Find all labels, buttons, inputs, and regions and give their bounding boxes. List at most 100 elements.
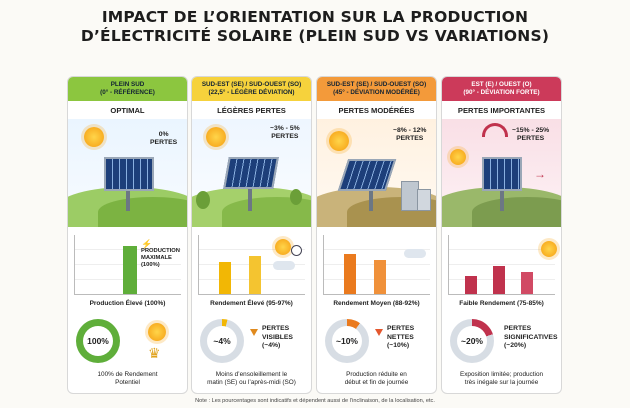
column-subtitle: LÉGÈRES PERTES bbox=[217, 106, 286, 115]
chart-bar bbox=[374, 260, 386, 294]
donut-value: ~20% bbox=[457, 326, 487, 356]
donut-label-line-3: (~10%) bbox=[387, 342, 410, 349]
column-footer: Moins d’ensoleillement le matin (SE) ou … bbox=[192, 371, 311, 387]
chart-note: ⚡ PRODUCTION MAXIMALE (100%) bbox=[141, 239, 180, 269]
production-chart bbox=[323, 235, 430, 295]
tree-icon bbox=[196, 191, 210, 209]
chart-bar bbox=[465, 276, 477, 294]
loss-label: ~3% - 5% PERTES bbox=[270, 125, 300, 141]
column-footer: 100% de Rendement Potentiel bbox=[68, 371, 187, 387]
column-header: EST (E) / OUEST (O) (90° - DÉVIATION FOR… bbox=[442, 77, 561, 101]
footer-line-1: Moins d’ensoleillement le bbox=[215, 371, 288, 378]
column-header: SUD-EST (SE) / SUD-OUEST (SO) (45° - DÉV… bbox=[317, 77, 436, 101]
loss-value: ~15% - 25% bbox=[512, 127, 550, 134]
donut-gauge: ~4% bbox=[200, 319, 244, 363]
footer-line-1: Exposition limitée; production bbox=[459, 371, 544, 378]
scene-illustration: ~8% - 12% PERTES bbox=[317, 119, 436, 227]
chart-bar bbox=[249, 256, 261, 294]
donut-row: ~10% PERTES NETTES (~10%) bbox=[317, 317, 436, 371]
chart-bar bbox=[493, 266, 505, 294]
tree-icon bbox=[290, 189, 302, 205]
loss-text: PERTES bbox=[150, 139, 178, 146]
clock-icon bbox=[291, 245, 302, 256]
loss-text: PERTES bbox=[396, 135, 424, 142]
crown-icon: ♛ bbox=[148, 345, 161, 361]
column-subtitle: PERTES IMPORTANTES bbox=[457, 106, 546, 115]
production-chart bbox=[448, 235, 557, 295]
loss-value: 0% bbox=[158, 131, 169, 138]
chart-bar bbox=[219, 262, 231, 294]
donut-gauge: ~10% bbox=[325, 319, 369, 363]
column-subtitle: OPTIMAL bbox=[110, 106, 145, 115]
column-sud-est-22: SUD-EST (SE) / SUD-OUEST (SO) (22,5° - L… bbox=[191, 76, 312, 394]
chart-caption: Rendement Élevé (95-97%) bbox=[210, 300, 293, 307]
column-plein-sud: PLEIN SUD (0° - RÉFÉRENCE) OPTIMAL 0% PE… bbox=[67, 76, 188, 394]
loss-text: PERTES bbox=[517, 135, 545, 142]
donut-gauge: 100% bbox=[76, 319, 120, 363]
production-chart bbox=[198, 235, 305, 295]
donut-label-line-3: (~4%) bbox=[262, 342, 281, 349]
column-footer: Exposition limitée; production très inég… bbox=[442, 371, 561, 387]
solar-panel-icon bbox=[482, 157, 522, 191]
sun-icon bbox=[206, 127, 226, 147]
sun-icon bbox=[329, 131, 349, 151]
column-sud-est-45: SUD-EST (SE) / SUD-OUEST (SO) (45° - DÉV… bbox=[316, 76, 437, 394]
arrow-right-icon: → bbox=[534, 167, 546, 181]
column-footer: Production réduite en début et fin de jo… bbox=[317, 371, 436, 387]
chart-bar bbox=[521, 272, 533, 294]
column-header: SUD-EST (SE) / SUD-OUEST (SO) (22,5° - L… bbox=[192, 77, 311, 101]
cloud-icon bbox=[273, 261, 295, 270]
sun-icon bbox=[450, 149, 466, 165]
donut-value: ~4% bbox=[207, 326, 237, 356]
gauge-icon bbox=[482, 123, 508, 137]
chart-caption: Production Élevé (100%) bbox=[89, 300, 166, 307]
loss-label: 0% PERTES bbox=[150, 131, 177, 147]
footer-line-1: 100% de Rendement bbox=[97, 371, 158, 378]
donut-label-line-1: PERTES bbox=[387, 325, 415, 332]
chart-bar bbox=[123, 246, 137, 294]
donut-label: PERTES NETTES (~10%) bbox=[387, 325, 414, 351]
donut-label: PERTES VISIBLES (~4%) bbox=[262, 325, 293, 351]
sun-icon bbox=[148, 323, 166, 341]
building-icon bbox=[417, 189, 431, 211]
sun-icon bbox=[84, 127, 104, 147]
lightning-icon: ⚡ bbox=[141, 239, 153, 249]
column-header: PLEIN SUD (0° - RÉFÉRENCE) bbox=[68, 77, 187, 101]
arrow-down-icon bbox=[375, 329, 383, 336]
loss-text: PERTES bbox=[271, 133, 299, 140]
footer-line-2: très inégale sur la journée bbox=[464, 379, 539, 386]
donut-value: ~10% bbox=[332, 326, 362, 356]
donut-label-line-2: SIGNIFICATIVES bbox=[504, 333, 558, 341]
chart-note-line-2: MAXIMALE bbox=[141, 255, 172, 261]
hill-shape bbox=[472, 197, 561, 227]
scene-illustration: ~3% - 5% PERTES bbox=[192, 119, 311, 227]
footer-line-1: Production réduite en bbox=[346, 371, 407, 378]
donut-label: PERTES SIGNIFICATIVES (~20%) bbox=[504, 325, 558, 351]
column-header-line-1: SUD-EST (SE) / SUD-OUEST (SO) bbox=[201, 81, 302, 88]
column-header-line-1: EST (E) / OUEST (O) bbox=[471, 81, 532, 88]
panel-post bbox=[500, 189, 504, 211]
sun-icon bbox=[275, 239, 291, 255]
column-header-line-2: (0° - RÉFÉRENCE) bbox=[100, 89, 155, 96]
donut-gauge: ~20% bbox=[450, 319, 494, 363]
column-header-line-1: PLEIN SUD bbox=[110, 81, 145, 88]
column-header-line-1: SUD-EST (SE) / SUD-OUEST (SO) bbox=[326, 81, 427, 88]
panel-post bbox=[369, 191, 373, 211]
solar-panel-icon bbox=[223, 157, 279, 189]
panel-post bbox=[248, 189, 252, 211]
scene-illustration: 0% PERTES bbox=[68, 119, 187, 227]
column-header-line-2: (90° - DÉVIATION FORTE) bbox=[463, 89, 540, 96]
page-title: IMPACT DE L’ORIENTATION SUR LA PRODUCTIO… bbox=[0, 8, 630, 46]
hill-shape bbox=[98, 197, 187, 227]
donut-label-line-2: NETTES bbox=[387, 333, 414, 341]
donut-label-line-1: PERTES bbox=[504, 325, 532, 332]
column-est-ouest: EST (E) / OUEST (O) (90° - DÉVIATION FOR… bbox=[441, 76, 562, 394]
donut-row: ~4% PERTES VISIBLES (~4%) bbox=[192, 317, 311, 371]
donut-label-line-2: VISIBLES bbox=[262, 333, 293, 341]
donut-row: ~20% PERTES SIGNIFICATIVES (~20%) bbox=[442, 317, 561, 371]
donut-value: 100% bbox=[83, 326, 113, 356]
title-line-1: IMPACT DE L’ORIENTATION SUR LA PRODUCTIO… bbox=[101, 8, 529, 26]
chart-caption: Faible Rendement (75-85%) bbox=[459, 300, 544, 307]
loss-label: ~15% - 25% PERTES bbox=[512, 127, 549, 143]
panel-post bbox=[126, 189, 130, 211]
